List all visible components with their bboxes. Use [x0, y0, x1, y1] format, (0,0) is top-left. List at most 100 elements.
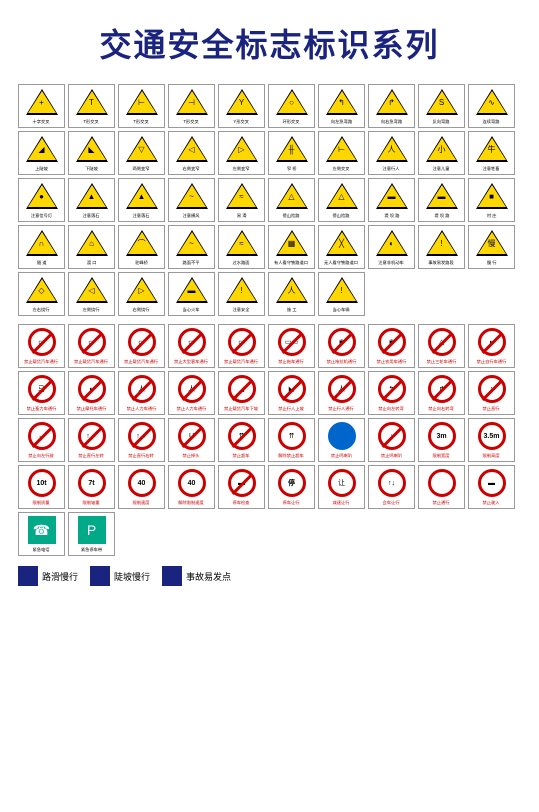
triangle-icon: ⊢ [123, 87, 161, 117]
triangle-icon: ◣ [73, 134, 111, 164]
sign-label: 连续弯路 [483, 120, 500, 126]
triangle-icon: ╫ [273, 134, 311, 164]
sign-label: 十字交叉 [33, 120, 50, 126]
sign-label: 注意横风 [183, 214, 200, 220]
sign-label: 注意行人 [383, 167, 400, 173]
sign-label: 禁止三轮车通行 [427, 360, 457, 366]
sign-label: 停车检查 [233, 501, 250, 507]
triangle-icon: ▲ [123, 181, 161, 211]
warning-sign: ╳ 无人看守铁路道口 [318, 225, 365, 269]
triangle-icon: ▦ [273, 228, 311, 258]
circle-icon: ▬ [473, 468, 511, 498]
triangle-icon: ⊢ [323, 134, 361, 164]
circle-icon: ◢ [223, 374, 261, 404]
warning-sign: ~ 路面不平 [168, 225, 215, 269]
prohibition-sign: ▭ 禁止载货汽车通行 [118, 324, 165, 368]
warning-sign: ≈ 过水路面 [218, 225, 265, 269]
circle-icon: 40 [123, 468, 161, 498]
sign-label: 停车让行 [283, 501, 300, 507]
sign-label: 禁止掉头 [183, 454, 200, 460]
circle-icon: 人 [323, 374, 361, 404]
prohibition-sign: ◉ 禁止农用车通行 [368, 324, 415, 368]
circle-icon: ↱ [423, 374, 461, 404]
circle-icon: ◉ [323, 327, 361, 357]
triangle-icon: 牛 [473, 134, 511, 164]
prohibition-sign: ◐ 禁止摩托车通行 [68, 371, 115, 415]
sign-label: 禁止人力车通行 [177, 407, 207, 413]
triangle-icon: ! [423, 228, 461, 258]
prohibition-sign: 3m 限制宽度 [418, 418, 465, 462]
sign-label: 注意落石 [83, 214, 100, 220]
square-icon: ☎ [23, 515, 61, 545]
warning-sign: ▦ 有人看守铁路道口 [268, 225, 315, 269]
circle-icon: 停 [273, 468, 311, 498]
prohibition-sign: 禁止通行 [418, 465, 465, 509]
sign-label: 禁止鸣喇叭 [331, 454, 352, 460]
footer-label: 陡坡慢行 [114, 570, 150, 583]
sign-label: 隧 道 [37, 261, 47, 267]
prohibition-sign: ⇈ 解除禁止超车 [268, 418, 315, 462]
triangle-icon: ▽ [123, 134, 161, 164]
sign-label: 禁止驶入 [483, 501, 500, 507]
warning-sign: ◇ 左右绕行 [18, 272, 65, 316]
sign-label: 禁止畜力车通行 [27, 407, 57, 413]
prohibition-sign: ↑ 禁止直行 [468, 371, 515, 415]
prohibition-sign: ▭ 禁止载货汽车通行 [18, 324, 65, 368]
square-icon: P [73, 515, 111, 545]
triangle-icon: ∿ [473, 87, 511, 117]
triangle-icon: ▲ [73, 181, 111, 211]
warning-sign: ! 事故易发路段 [418, 225, 465, 269]
circle-icon: ← [23, 421, 61, 451]
warning-sign: ↱ 向右急弯路 [368, 84, 415, 128]
sign-label: 禁止鸣喇叭 [381, 454, 402, 460]
triangle-icon: ▬ [173, 275, 211, 305]
circle-icon: ▭ [173, 327, 211, 357]
triangle-icon: ! [223, 275, 261, 305]
warning-sign: ⌂ 渡 口 [68, 225, 115, 269]
sign-label: 禁止自行车通行 [477, 360, 507, 366]
warning-sign: ╫ 窄 桥 [268, 131, 315, 175]
triangle-icon: 人 [273, 275, 311, 305]
sign-label: 注意信号灯 [31, 214, 52, 220]
triangle-icon: ◐ [373, 228, 411, 258]
triangle-icon: ▷ [123, 275, 161, 305]
sign-label: 渡 口 [87, 261, 97, 267]
footer-item: 事故易发点 [162, 566, 231, 586]
warning-sign: ▬ 当心火车 [168, 272, 215, 316]
circle-icon: 人 [173, 374, 211, 404]
prohibition-sign: ◉ 禁止拖拉机通行 [318, 324, 365, 368]
warning-sign: ■ 村 庄 [468, 178, 515, 222]
sign-label: 限制轴重 [83, 501, 100, 507]
warning-sign: ~ 注意横风 [168, 178, 215, 222]
warning-sign: ○ 环形交叉 [268, 84, 315, 128]
triangle-icon: ≈ [223, 228, 261, 258]
sign-label: 禁止人力车通行 [127, 407, 157, 413]
sign-label: 向右急弯路 [381, 120, 402, 126]
sign-label: 左侧绕行 [83, 308, 100, 314]
triangle-icon: 人 [373, 134, 411, 164]
sign-label: 禁止载货汽车通行 [74, 360, 108, 366]
warning-sign: ◢ 上陡坡 [18, 131, 65, 175]
sign-label: 禁止农用车通行 [377, 360, 407, 366]
sign-label: 驼峰桥 [135, 261, 148, 267]
info-sign: ☎ 紧急电话 [18, 512, 65, 556]
circle-icon: ↑→ [123, 421, 161, 451]
prohibition-sign: ♪ 禁止鸣喇叭 [368, 418, 415, 462]
warning-sign: ▷ 右侧绕行 [118, 272, 165, 316]
warning-sign: ⊢ 左侧交叉 [318, 131, 365, 175]
circle-icon: 人 [123, 374, 161, 404]
prohibition-sign: 人 禁止人力车通行 [168, 371, 215, 415]
warning-sign: ▲ 注意落石 [118, 178, 165, 222]
footer-item: 陡坡慢行 [90, 566, 150, 586]
prohibition-sign: ▭ 禁止载货汽车通行 [218, 324, 265, 368]
sign-label: 当心车辆 [333, 308, 350, 314]
warning-sign: ⊣ T形交叉 [168, 84, 215, 128]
sign-label: 施 工 [287, 308, 297, 314]
footer-icon [90, 566, 110, 586]
sign-label: 注意牲畜 [483, 167, 500, 173]
warning-sign: △ 傍山险路 [268, 178, 315, 222]
sign-label: 限制高度 [483, 454, 500, 460]
circle-icon: ♪ [373, 421, 411, 451]
triangle-icon: ! [323, 275, 361, 305]
sign-label: 堤 坝 路 [434, 214, 449, 220]
